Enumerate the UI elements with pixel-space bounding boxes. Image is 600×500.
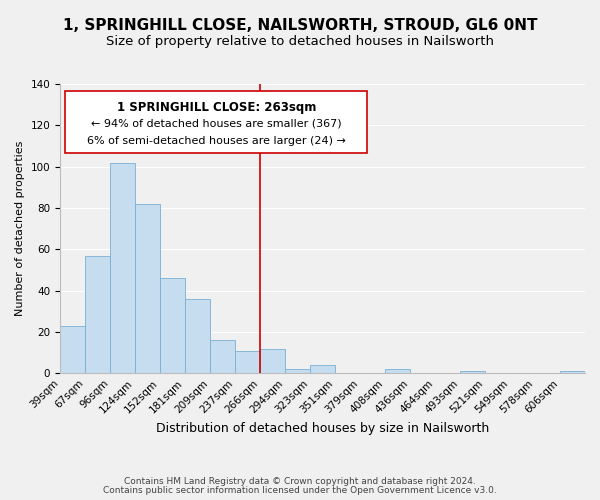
Text: Size of property relative to detached houses in Nailsworth: Size of property relative to detached ho…	[106, 35, 494, 48]
Bar	[85, 256, 110, 374]
Bar	[135, 204, 160, 374]
Bar	[210, 340, 235, 374]
X-axis label: Distribution of detached houses by size in Nailsworth: Distribution of detached houses by size …	[156, 422, 489, 435]
Text: 1, SPRINGHILL CLOSE, NAILSWORTH, STROUD, GL6 0NT: 1, SPRINGHILL CLOSE, NAILSWORTH, STROUD,…	[63, 18, 537, 32]
Bar	[285, 369, 310, 374]
Text: 6% of semi-detached houses are larger (24) →: 6% of semi-detached houses are larger (2…	[87, 136, 346, 146]
Text: 1 SPRINGHILL CLOSE: 263sqm: 1 SPRINGHILL CLOSE: 263sqm	[116, 102, 316, 114]
Bar	[60, 326, 85, 374]
Bar	[260, 348, 285, 374]
Text: Contains HM Land Registry data © Crown copyright and database right 2024.: Contains HM Land Registry data © Crown c…	[124, 477, 476, 486]
Bar	[110, 162, 135, 374]
FancyBboxPatch shape	[65, 91, 367, 154]
Bar	[560, 372, 585, 374]
Text: ← 94% of detached houses are smaller (367): ← 94% of detached houses are smaller (36…	[91, 118, 341, 128]
Bar	[310, 365, 335, 374]
Bar	[185, 299, 210, 374]
Bar	[385, 369, 410, 374]
Bar	[160, 278, 185, 374]
Bar	[235, 350, 260, 374]
Y-axis label: Number of detached properties: Number of detached properties	[15, 141, 25, 316]
Text: Contains public sector information licensed under the Open Government Licence v3: Contains public sector information licen…	[103, 486, 497, 495]
Bar	[460, 372, 485, 374]
